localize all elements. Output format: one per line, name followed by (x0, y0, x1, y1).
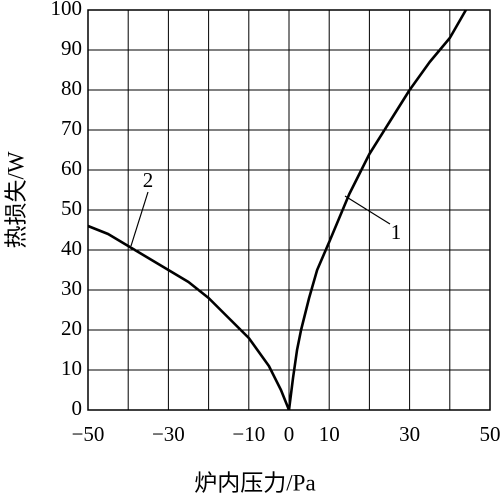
y-tick-label: 60 (61, 156, 82, 180)
x-tick-label: 30 (399, 422, 420, 446)
y-tick-label: 50 (61, 196, 82, 220)
x-tick-label: 10 (319, 422, 340, 446)
y-axis-label: 热损失/W (3, 151, 28, 248)
curve (87, 224, 291, 411)
curve-label: 2 (143, 168, 154, 192)
y-tick-label: 100 (51, 0, 83, 20)
y-tick-label: 10 (61, 356, 82, 380)
x-tick-label: −50 (72, 422, 105, 446)
y-tick-label: 20 (61, 316, 82, 340)
y-tick-label: 30 (61, 276, 82, 300)
x-tick-label: −10 (232, 422, 265, 446)
y-tick-label: 80 (61, 76, 82, 100)
y-tick-label: 40 (61, 236, 82, 260)
leader-line (130, 191, 149, 247)
y-tick-label: 0 (72, 396, 83, 420)
curve (287, 9, 468, 411)
x-tick-label: −30 (152, 422, 185, 446)
x-tick-label: 50 (480, 422, 501, 446)
x-axis-label: 炉内压力/Pa (194, 470, 315, 495)
y-tick-label: 70 (61, 116, 82, 140)
y-tick-label: 90 (61, 36, 82, 60)
x-tick-label: 0 (284, 422, 295, 446)
curve-label: 1 (391, 220, 402, 244)
